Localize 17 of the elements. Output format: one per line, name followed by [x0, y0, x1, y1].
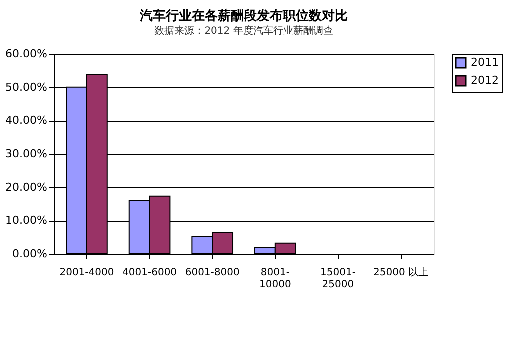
y-tick-label: 50.00% [6, 80, 48, 94]
y-tick-label: 10.00% [6, 214, 48, 228]
x-tick-label: 25000 以上 [374, 266, 429, 278]
y-tick-label: 60.00% [6, 48, 48, 60]
x-tick-label: 4001-6000 [122, 268, 178, 278]
chart-subtitle: 数据来源：2012 年度汽车行业薪酬调查 [154, 25, 334, 37]
x-tick-label: 2001-4000 [60, 268, 114, 278]
chart-title: 汽车行业在各薪酬段发布职位数对比 [139, 8, 348, 24]
x-tick-label: 15001-25000 [320, 268, 356, 290]
y-tick-label: 30.00% [6, 148, 48, 160]
y-tick-label: 0.00% [12, 248, 48, 260]
legend-label: 2011 [471, 56, 499, 69]
y-tick-label: 40.00% [6, 114, 48, 128]
x-tick-label: 8001-10000 [260, 268, 292, 290]
legend-label: 2012 [471, 74, 499, 87]
y-tick-label: 20.00% [6, 180, 48, 194]
x-tick-label: 6001-8000 [185, 268, 240, 278]
